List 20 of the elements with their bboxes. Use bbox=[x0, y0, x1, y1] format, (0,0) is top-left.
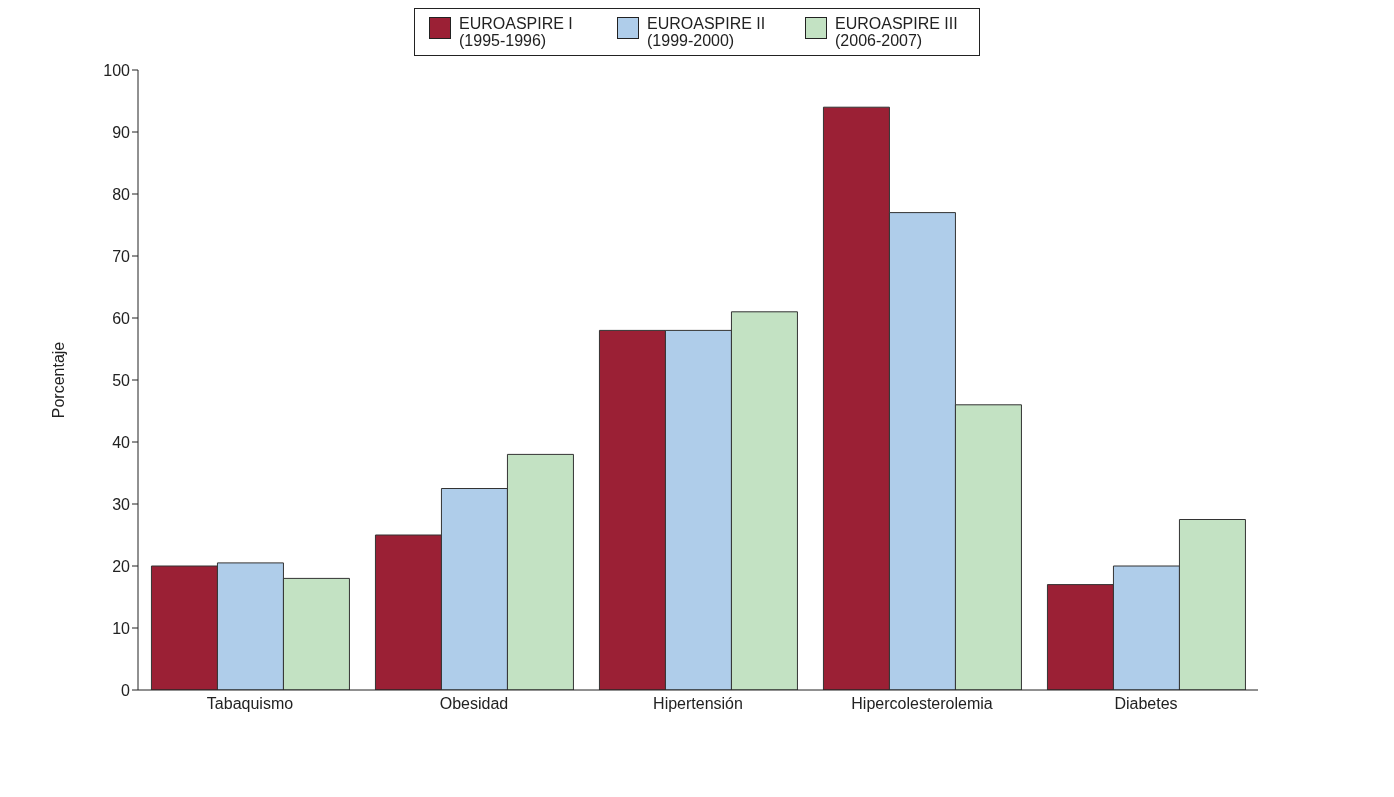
legend-label: EUROASPIRE III (2006-2007) bbox=[835, 15, 959, 49]
y-tick-label: 20 bbox=[112, 557, 131, 575]
y-tick-label: 80 bbox=[112, 185, 131, 203]
y-tick-label: 100 bbox=[103, 61, 131, 79]
y-tick-label: 90 bbox=[112, 123, 131, 141]
y-tick-label: 40 bbox=[112, 433, 131, 451]
y-tick-label: 10 bbox=[112, 619, 131, 637]
x-tick-label: Hipertensión bbox=[653, 695, 743, 713]
legend-label: EUROASPIRE I (1995-1996) bbox=[459, 15, 574, 49]
y-axis-title: Porcentaje bbox=[49, 341, 67, 419]
y-tick-label: 50 bbox=[112, 371, 131, 389]
y-tick-label: 70 bbox=[112, 247, 131, 265]
x-tick-label: Tabaquismo bbox=[206, 695, 294, 713]
y-tick-label: 60 bbox=[112, 309, 131, 327]
y-tick-label: 30 bbox=[112, 495, 131, 513]
x-tick-label: Diabetes bbox=[1114, 695, 1178, 713]
legend-label: EUROASPIRE II (1999-2000) bbox=[647, 15, 767, 49]
x-tick-label: Hipercolesterolemia bbox=[851, 695, 993, 713]
y-tick-label: 0 bbox=[121, 681, 131, 699]
x-tick-label: Obesidad bbox=[439, 695, 509, 713]
